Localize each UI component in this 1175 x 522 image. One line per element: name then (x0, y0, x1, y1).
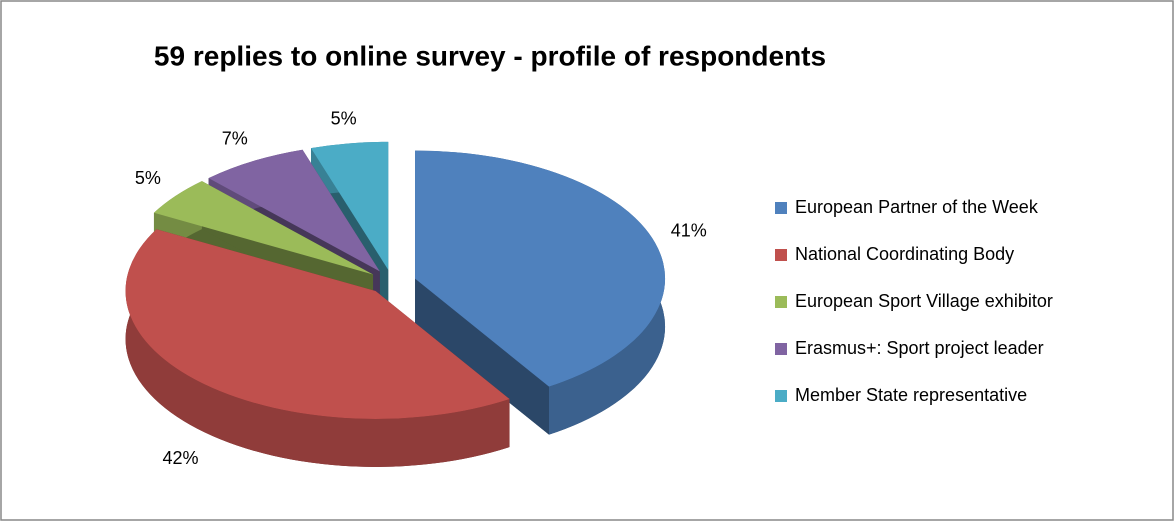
legend-label: European Sport Village exhibitor (795, 291, 1053, 311)
data-label: 5% (331, 108, 357, 128)
legend-label: Erasmus+: Sport project leader (795, 338, 1044, 358)
slice-wall (415, 278, 550, 435)
data-label: 7% (222, 129, 248, 149)
legend-label: Member State representative (795, 385, 1027, 405)
legend-label: National Coordinating Body (795, 244, 1014, 264)
slice (208, 149, 380, 272)
legend-swatch (775, 296, 787, 308)
legend-swatch (775, 390, 787, 402)
legend-label: European Partner of the Week (795, 197, 1039, 217)
slice-group (125, 229, 510, 467)
legend-swatch (775, 343, 787, 355)
data-label: 42% (162, 448, 198, 468)
legend-swatch (775, 202, 787, 214)
data-label: 5% (135, 168, 161, 188)
slice (153, 181, 374, 275)
slice (415, 150, 666, 387)
legend-swatch (775, 249, 787, 261)
chart-title: 59 replies to online survey - profile of… (154, 40, 826, 71)
data-label: 41% (671, 221, 707, 241)
slice-side (125, 229, 510, 467)
slice (310, 141, 389, 270)
slice (125, 229, 510, 419)
